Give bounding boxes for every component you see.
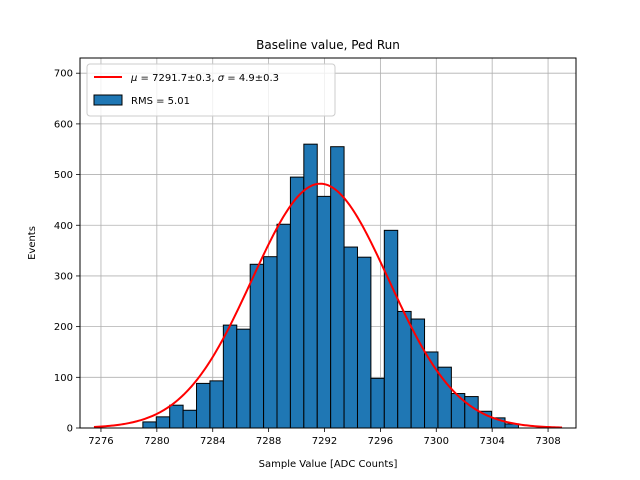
x-tick-label: 7292 xyxy=(312,436,337,447)
histogram-bar xyxy=(356,256,372,429)
histogram-bar xyxy=(155,416,171,429)
legend-mu-value: = 7291.7±0.3, xyxy=(137,73,217,84)
legend-fit-label: μ = 7291.7±0.3, σ = 4.9±0.3 xyxy=(130,73,279,84)
histogram-bar xyxy=(330,146,345,429)
x-tick-label: 7296 xyxy=(368,436,393,447)
x-tick-label: 7284 xyxy=(200,436,225,447)
histogram-bar xyxy=(276,223,291,429)
x-tick-label: 7276 xyxy=(88,436,113,447)
y-tick-label: 700 xyxy=(54,69,73,80)
histogram-bar xyxy=(249,263,265,429)
histogram-bar xyxy=(289,176,305,429)
x-tick-label: 7308 xyxy=(535,436,560,447)
y-tick-label: 600 xyxy=(54,119,73,130)
legend-histogram-swatch xyxy=(93,94,123,106)
histogram-bar xyxy=(464,396,479,429)
histogram-bar xyxy=(263,256,278,429)
x-tick-label: 7280 xyxy=(144,436,169,447)
x-tick-label: 7288 xyxy=(256,436,281,447)
histogram-bar xyxy=(316,195,332,429)
histogram-bar xyxy=(182,409,198,429)
x-axis-label: Sample Value [ADC Counts] xyxy=(259,459,398,470)
histogram-bars xyxy=(142,143,519,429)
legend-box xyxy=(86,63,336,117)
legend-mu-symbol: μ xyxy=(130,73,137,84)
y-tick-label: 100 xyxy=(54,373,73,384)
legend-hist-label: RMS = 5.01 xyxy=(131,96,190,107)
x-axis-ticks: 7276 7280 7284 7288 7292 7296 7300 7304 7308 xyxy=(88,428,561,447)
histogram-bar xyxy=(196,382,211,429)
x-tick-label: 7304 xyxy=(479,436,504,447)
legend: μ = 7291.7±0.3, σ = 4.9±0.3 RMS = 5.01 xyxy=(86,63,336,117)
y-tick-label: 500 xyxy=(54,170,73,181)
chart-title: Baseline value, Ped Run xyxy=(256,38,400,52)
histogram-bar xyxy=(209,380,224,429)
x-tick-label: 7300 xyxy=(424,436,449,447)
histogram-bar xyxy=(410,318,426,429)
y-tick-label: 200 xyxy=(54,322,73,333)
histogram-bar xyxy=(142,421,157,429)
histogram-bar xyxy=(222,324,238,429)
histogram-bar xyxy=(343,246,358,429)
histogram-bar xyxy=(370,377,385,429)
y-axis-label: Events xyxy=(27,226,38,260)
gaussian-fit-curve xyxy=(93,182,563,429)
y-tick-label: 400 xyxy=(54,221,73,232)
legend-sigma-symbol: σ xyxy=(218,73,225,84)
histogram-bar xyxy=(397,310,412,429)
legend-sigma-value: = 4.9±0.3 xyxy=(224,73,279,84)
y-tick-label: 300 xyxy=(54,271,73,282)
histogram-bar xyxy=(236,328,251,429)
y-tick-label: 0 xyxy=(67,424,73,435)
histogram-bar xyxy=(383,229,399,429)
histogram-bar xyxy=(169,404,184,429)
y-axis-ticks: 0 100 200 300 400 500 600 700 xyxy=(54,69,80,435)
plot-frame xyxy=(79,57,577,429)
